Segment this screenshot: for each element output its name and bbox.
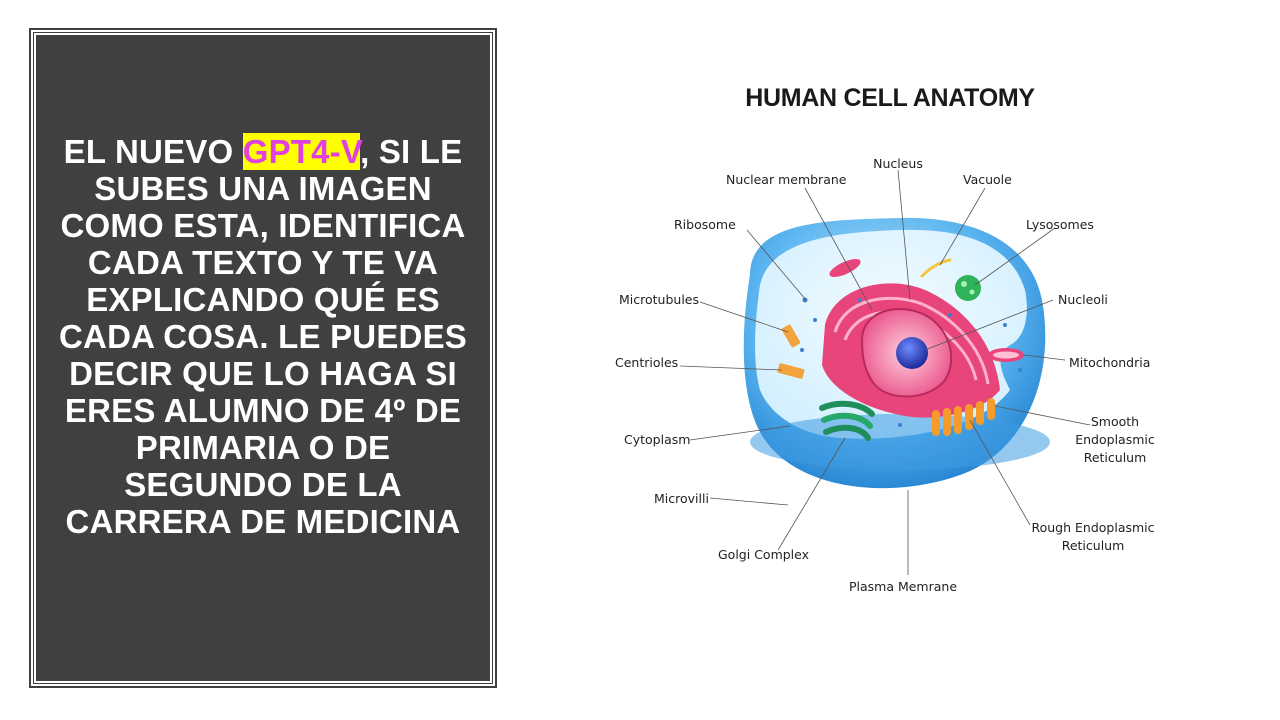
label-vacuole: Vacuole: [963, 172, 1012, 187]
diagram-title: HUMAN CELL ANATOMY: [745, 84, 1035, 112]
label-mitochondria: Mitochondria: [1069, 355, 1151, 370]
label-ribosome: Ribosome: [674, 217, 736, 232]
label-smooth-er-1: Smooth: [1090, 414, 1140, 429]
label-nucleus: Nucleus: [873, 156, 923, 171]
label-smooth-er-3: Reticulum: [1083, 450, 1147, 465]
label-nucleoli: Nucleoli: [1058, 292, 1108, 307]
label-centrioles: Centrioles: [615, 355, 679, 370]
label-nuclear-membrane: Nuclear membrane: [726, 172, 847, 187]
golgi-complex: [819, 400, 875, 441]
text-panel: EL NUEVO GPT4-V, SI LE SUBES UNA IMAGEN …: [33, 32, 493, 684]
label-rough-er-1: Rough Endoplasmic: [1031, 520, 1155, 535]
smooth-er: [932, 398, 995, 436]
cell-illustration: [679, 169, 1091, 575]
label-smooth-er-2: Endoplasmic: [1075, 432, 1155, 447]
leader-lines: [679, 169, 1091, 575]
nucleolus: [896, 337, 928, 369]
centriole: [777, 363, 805, 379]
label-microtubules: Microtubules: [619, 292, 699, 307]
label-cytoplasm: Cytoplasm: [624, 432, 691, 447]
panel-text-before: EL NUEVO: [63, 133, 243, 170]
vacuole: [920, 258, 952, 278]
panel-text: EL NUEVO GPT4-V, SI LE SUBES UNA IMAGEN …: [52, 133, 474, 540]
cell-diagram: HUMAN CELL ANATOMY: [600, 70, 1190, 610]
ribosome-dots: [800, 297, 1022, 427]
label-golgi: Golgi Complex: [718, 547, 810, 562]
microtubule: [781, 324, 801, 348]
label-microvilli: Microvilli: [654, 491, 709, 506]
label-rough-er-2: Reticulum: [1061, 538, 1125, 553]
label-lysosomes: Lysosomes: [1026, 217, 1094, 232]
label-plasma: Plasma Memrane: [848, 579, 958, 594]
panel-highlight: GPT4-V: [242, 133, 361, 170]
panel-text-after: , SI LE SUBES UNA IMAGEN COMO ESTA, IDEN…: [59, 133, 467, 540]
lysosome: [955, 275, 981, 301]
mitochondrion-2: [829, 258, 861, 278]
